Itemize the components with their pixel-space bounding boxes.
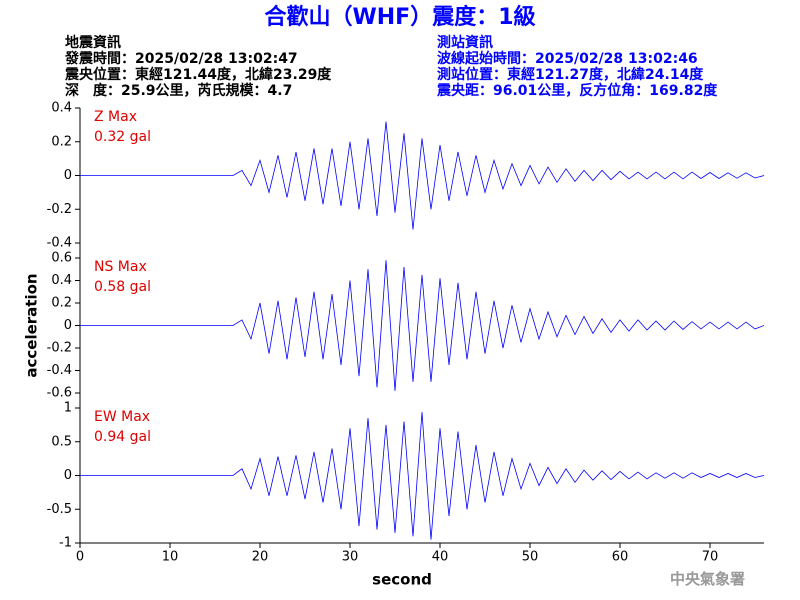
waveform [80,121,765,230]
x-axis-label: second [372,571,432,589]
info: 震央距：96.01公里，反方位角：169.82度 [436,82,718,99]
y-tick-label: -0.5 [47,502,72,517]
y-tick-label: 1 [64,401,72,416]
y-tick-label: -0.2 [47,341,72,356]
y-tick-label: -1 [59,536,72,551]
x-tick-label: 30 [342,550,359,565]
info: 深 度：25.9公里，芮氏規模：4.7 [65,82,292,99]
waveform [80,412,765,540]
y-tick-label: 0.5 [51,434,72,449]
y-tick-label: 0 [64,318,72,333]
max-label: EW Max [94,409,150,425]
info: 測站位置：東經121.27度，北緯24.14度 [437,66,704,83]
x-tick-label: 0 [76,550,84,565]
x-tick-label: 40 [432,550,449,565]
y-tick-label: -0.6 [47,386,72,401]
title: 合歡山（WHF）震度：1級 [264,4,535,30]
max-label: 0.58 gal [94,279,151,295]
x-tick-label: 60 [612,550,629,565]
x-tick-label: 10 [162,550,179,565]
max-label: 0.94 gal [94,429,151,445]
x-tick-label: 70 [702,550,719,565]
max-label: NS Max [94,259,147,275]
y-tick-label: 0.4 [51,273,72,288]
y-tick-label: 0 [64,168,72,183]
info: 發震時間：2025/02/28 13:02:47 [64,50,298,67]
max-label: 0.32 gal [94,129,151,145]
info: 波線起始時間：2025/02/28 13:02:46 [437,50,698,67]
y-tick-label: -0.4 [47,363,72,378]
info: 測站資訊 [437,34,493,51]
y-tick-label: 0.2 [51,134,72,149]
y-tick-label: 0.2 [51,296,72,311]
footer: 中央氣象署 [670,570,745,588]
y-tick-label: 0 [64,468,72,483]
y-tick-label: 0.4 [51,101,72,116]
info: 地震資訊 [65,34,121,51]
x-tick-label: 20 [252,550,269,565]
max-label: Z Max [94,109,137,125]
y-axis-label: acceleration [23,273,41,377]
y-tick-label: 0.6 [51,251,72,266]
waveform [80,260,765,391]
y-tick-label: -0.2 [47,202,72,217]
y-tick-label: -0.4 [47,236,72,251]
info: 震央位置：東經121.44度，北緯23.29度 [64,66,332,83]
x-tick-label: 50 [522,550,539,565]
